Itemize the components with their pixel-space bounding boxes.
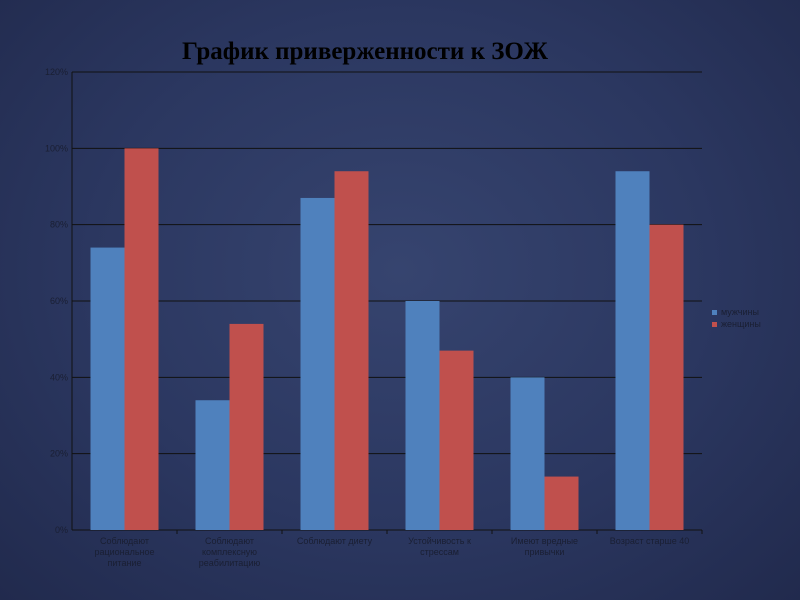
y-tick-label: 0% [55, 525, 68, 535]
x-category-label: Возраст старше 40 [610, 536, 689, 546]
bar-women [124, 148, 159, 531]
legend-swatch [712, 310, 717, 315]
bar-men [510, 377, 545, 530]
bar-women [439, 350, 474, 530]
x-category-label: Соблюдают диету [297, 536, 373, 546]
y-tick-label: 60% [50, 296, 68, 306]
x-category-label: Соблюдают рациональное питание [94, 536, 154, 568]
x-category-label: Соблюдают комплексную реабилитацию [199, 536, 261, 568]
y-tick-label: 80% [50, 220, 68, 230]
x-category-label: Устойчивость к стрессам [408, 536, 471, 557]
bar-men [405, 301, 440, 530]
y-tick-label: 40% [50, 372, 68, 382]
bar-men [90, 247, 125, 531]
y-tick-label: 100% [45, 143, 68, 153]
legend-swatch [712, 322, 717, 327]
bar-men [195, 400, 230, 530]
bar-men [300, 197, 335, 530]
chart-title: График приверженности к ЗОЖ [182, 38, 548, 65]
legend-label: женщины [721, 319, 761, 329]
x-category-label: Имеют вредные привычки [511, 536, 578, 557]
y-tick-label: 120% [45, 67, 68, 77]
bar-women [334, 171, 369, 530]
legend-label: мужчины [721, 307, 759, 317]
bar-women [649, 224, 684, 530]
bar-women [544, 476, 579, 530]
bar-men [615, 171, 650, 530]
y-tick-label: 20% [50, 449, 68, 459]
bar-women [229, 323, 264, 530]
